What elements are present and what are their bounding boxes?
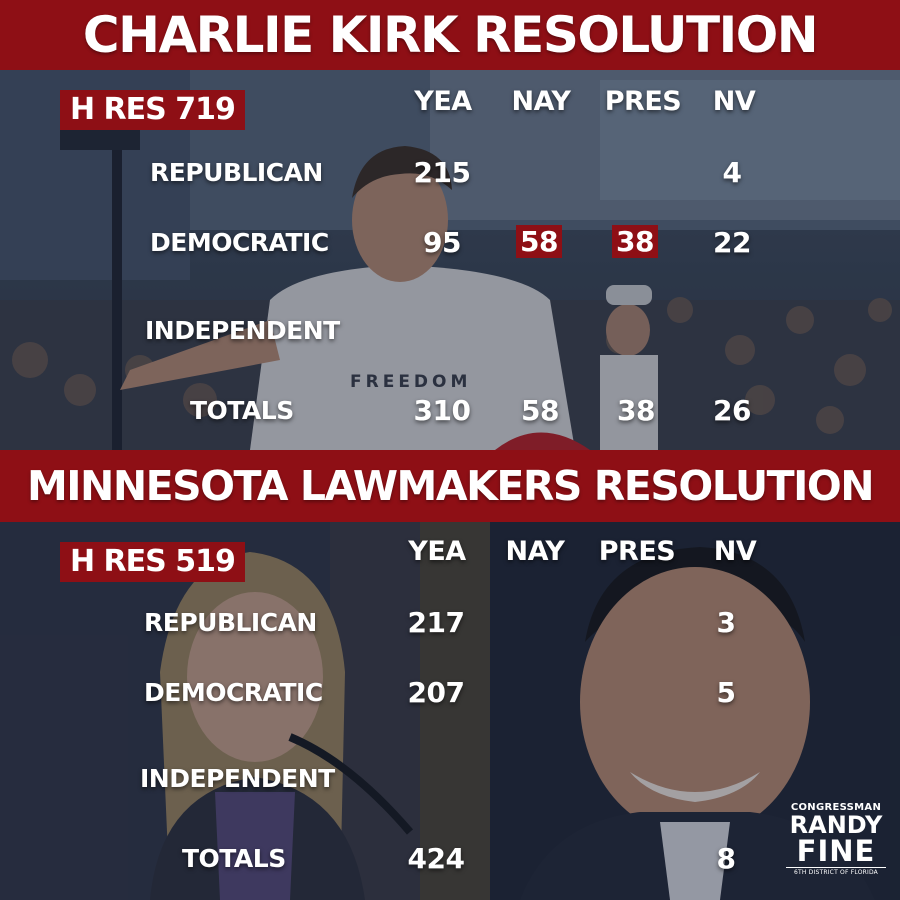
title-bar-minnesota: MINNESOTA LAWMAKERS RESOLUTION <box>0 450 900 522</box>
col-header-nay: NAY <box>505 536 565 567</box>
total-nv: 26 <box>713 394 751 427</box>
logo-line-randy: RANDY <box>789 811 883 839</box>
lawmaker-photo-left-illustration <box>0 522 490 900</box>
lawmaker-photo-right-illustration <box>490 522 900 900</box>
section-title: MINNESOTA LAWMAKERS RESOLUTION <box>26 462 875 510</box>
vote-pres-highlight: 38 <box>612 225 658 258</box>
party-label-republican: REPUBLICAN <box>150 158 323 187</box>
lawmaker-photo-left <box>0 522 490 900</box>
totals-label: TOTALS <box>190 396 294 425</box>
col-header-yea: YEA <box>408 536 466 567</box>
vote-yea: 207 <box>407 676 465 709</box>
rally-photo-illustration <box>0 70 900 450</box>
congressman-logo: CONGRESSMAN RANDY FINE 6TH DISTRICT OF F… <box>786 802 886 876</box>
vote-nay-highlight: 58 <box>516 225 562 258</box>
vote-yea: 215 <box>413 156 471 189</box>
photo-overlay <box>490 522 900 900</box>
vote-yea: 217 <box>407 606 465 639</box>
lawmaker-photo-right <box>490 522 900 900</box>
party-label-independent: INDEPENDENT <box>145 316 340 345</box>
shirt-text: FREEDOM <box>350 372 472 392</box>
total-nv: 8 <box>716 842 736 875</box>
rally-photo: FREEDOM <box>0 70 900 450</box>
total-nay: 58 <box>521 394 559 427</box>
bill-label-h-res-519: H RES 519 <box>60 542 245 582</box>
total-yea: 310 <box>413 394 471 427</box>
col-header-nv: NV <box>712 86 756 117</box>
total-yea: 424 <box>407 842 465 875</box>
vote-nv: 3 <box>716 606 736 639</box>
col-header-pres: PRES <box>604 86 682 117</box>
photo-overlay <box>0 522 490 900</box>
vote-yea: 95 <box>423 226 461 259</box>
title-bar-charlie-kirk: CHARLIE KIRK RESOLUTION <box>0 0 900 70</box>
vote-nv: 5 <box>716 676 736 709</box>
vote-nv: 22 <box>713 226 751 259</box>
total-pres: 38 <box>617 394 655 427</box>
party-label-democratic: DEMOCRATIC <box>144 678 323 707</box>
totals-label: TOTALS <box>182 844 286 873</box>
logo-line-district: 6TH DISTRICT OF FLORIDA <box>786 867 886 876</box>
party-label-republican: REPUBLICAN <box>144 608 317 637</box>
col-header-yea: YEA <box>414 86 472 117</box>
section-title: CHARLIE KIRK RESOLUTION <box>82 6 819 64</box>
bill-label-h-res-719: H RES 719 <box>60 90 245 130</box>
col-header-nay: NAY <box>511 86 571 117</box>
party-label-independent: INDEPENDENT <box>140 764 335 793</box>
party-label-democratic: DEMOCRATIC <box>150 228 329 257</box>
col-header-pres: PRES <box>598 536 676 567</box>
photo-overlay <box>0 70 900 450</box>
vote-nv: 4 <box>722 156 742 189</box>
col-header-nv: NV <box>713 536 757 567</box>
logo-line-fine: FINE <box>796 834 876 868</box>
logo-line-congressman: CONGRESSMAN <box>790 802 882 813</box>
